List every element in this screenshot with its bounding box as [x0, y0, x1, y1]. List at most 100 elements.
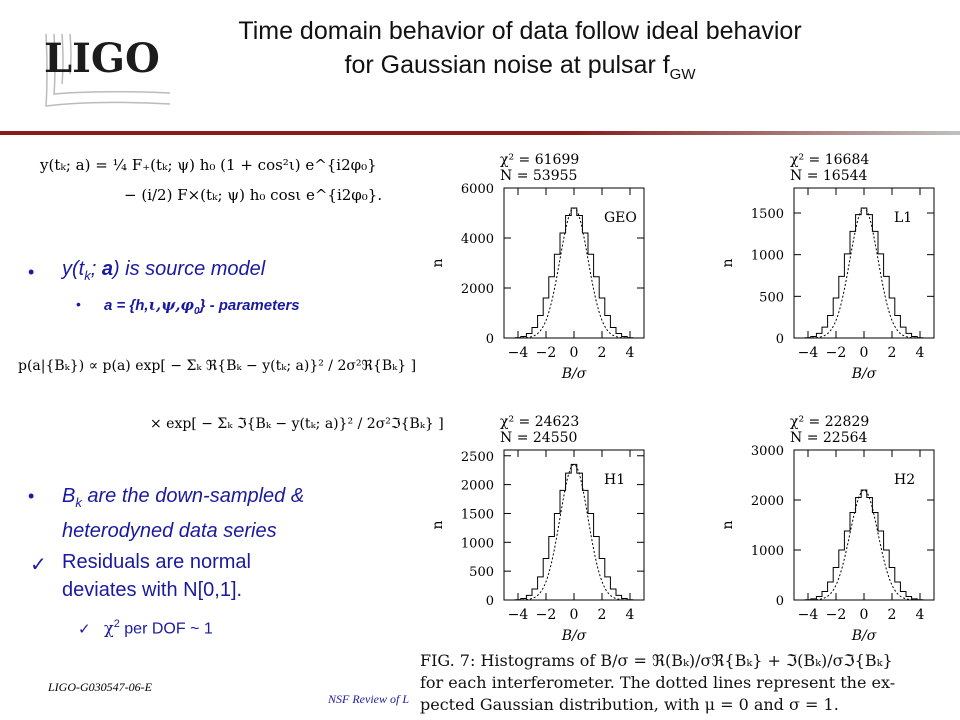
- bullet-2-sub: k: [75, 495, 82, 510]
- x-tick-label: −2: [826, 345, 847, 361]
- slide-title: Time domain behavior of data follow idea…: [150, 14, 890, 92]
- y-tick-label: 1000: [461, 536, 494, 551]
- x-tick-label: 4: [626, 607, 635, 623]
- x-axis-label: B/σ: [851, 628, 877, 644]
- bullet-2-text-c: heterodyned data series: [62, 520, 277, 542]
- gaussian-curve: [807, 489, 921, 601]
- histogram-steps: [514, 207, 634, 339]
- chi2-symbol: χ: [104, 618, 114, 638]
- x-axis-label: B/σ: [561, 628, 587, 644]
- y-tick-label: 3000: [751, 444, 784, 459]
- x-tick-label: −4: [798, 345, 819, 361]
- gaussian-curve: [517, 463, 631, 601]
- y-axis-label: n: [720, 520, 736, 529]
- histogram-steps: [804, 207, 924, 339]
- equation-1-line-1: y(tₖ; a) = ¼ F₊(tₖ; ψ) h₀ (1 + cos²ι) e^…: [40, 156, 377, 174]
- logo-text: LIGO: [44, 35, 160, 82]
- n-label: N = 53955: [500, 168, 577, 184]
- bullet-3-line-2: deviates with N[0,1].: [62, 579, 243, 601]
- y-tick-label: 1500: [751, 207, 784, 222]
- y-tick-label: 6000: [461, 182, 494, 197]
- likelihood-equation: p(a|{Bₖ}) ∝ p(a) exp[ − Σₖ ℜ{Bₖ − y(tₖ; …: [18, 346, 444, 444]
- y-tick-label: 1000: [751, 249, 784, 264]
- check-icon-small: ✓: [78, 620, 91, 638]
- x-tick-label: 0: [860, 607, 869, 623]
- x-tick-label: −4: [798, 607, 819, 623]
- x-tick-label: −4: [508, 607, 529, 623]
- bullet-dot-1: •: [28, 262, 35, 282]
- x-tick-label: 4: [916, 607, 925, 623]
- y-axis-label: n: [720, 258, 736, 267]
- detector-label: GEO: [604, 210, 637, 226]
- x-tick-label: 0: [570, 345, 579, 361]
- x-axis-label: B/σ: [561, 366, 587, 382]
- detector-label: L1: [894, 210, 912, 226]
- y-tick-label: 1500: [461, 507, 494, 522]
- sub-bullet-chi2: χ2 per DOF ~ 1: [104, 618, 213, 638]
- x-tick-label: 2: [598, 607, 607, 623]
- bullet-dot-1-1: •: [76, 296, 81, 312]
- y-tick-label: 4000: [461, 232, 494, 247]
- x-tick-label: 4: [626, 345, 635, 361]
- check-icon: ✓: [30, 552, 47, 576]
- title-line-2: for Gaussian noise at pulsar fGW: [150, 48, 890, 92]
- bullet-dot-2: •: [28, 486, 35, 506]
- y-tick-label: 0: [486, 594, 494, 609]
- y-tick-label: 500: [759, 290, 784, 305]
- plot-frame: [793, 187, 935, 339]
- equation-2-line-2: × exp[ − Σₖ ℑ{Bₖ − y(tₖ; a)}² / 2σ²ℑ{Bₖ}…: [150, 416, 444, 432]
- sub-bullet-text-a: a = {h,: [104, 297, 149, 314]
- y-tick-label: 2000: [461, 479, 494, 494]
- x-tick-label: −2: [536, 345, 557, 361]
- detector-label: H1: [604, 472, 625, 488]
- gaussian-curve: [517, 207, 631, 339]
- x-tick-label: −2: [826, 607, 847, 623]
- chi2-text: per DOF ~ 1: [119, 620, 213, 638]
- bullet-1-text-c: a: [101, 258, 113, 280]
- source-model-equation: y(tₖ; a) = ¼ F₊(tₖ; ψ) h₀ (1 + cos²ι) e^…: [40, 150, 382, 210]
- y-axis-label: n: [430, 520, 446, 529]
- x-tick-label: −4: [508, 345, 529, 361]
- y-tick-label: 1000: [751, 544, 784, 559]
- x-tick-label: 2: [598, 345, 607, 361]
- y-tick-label: 500: [469, 565, 494, 580]
- chi2-sup: 2: [113, 618, 120, 630]
- x-tick-label: −2: [536, 607, 557, 623]
- y-tick-label: 0: [776, 332, 784, 347]
- histogram-steps: [514, 463, 634, 601]
- sub-bullet-text-c: } - parameters: [199, 297, 300, 314]
- bullet-2-text-b: are the down-sampled &: [81, 485, 305, 507]
- x-tick-label: 2: [888, 607, 897, 623]
- caption-line-2: for each interferometer. The dotted line…: [420, 673, 896, 692]
- title-divider: [0, 131, 960, 135]
- detector-label: H2: [894, 472, 915, 488]
- bullet-source-model: y(tk; a) is source model: [62, 258, 265, 283]
- bullet-data-series: Bk are the down-sampled & heterodyned da…: [62, 482, 304, 545]
- chi2-label: χ² = 22829: [790, 414, 869, 430]
- bullet-3-line-1: Residuals are normal: [62, 551, 251, 573]
- title-subscript: GW: [669, 66, 696, 83]
- n-label: N = 22564: [790, 430, 868, 446]
- y-tick-label: 0: [776, 594, 784, 609]
- y-axis-label: n: [430, 258, 446, 267]
- title-line-1: Time domain behavior of data follow idea…: [238, 17, 802, 45]
- histogram-steps: [804, 489, 924, 601]
- y-tick-label: 2000: [461, 282, 494, 297]
- bullet-1-sub: k: [84, 268, 91, 283]
- bullet-residuals: Residuals are normal deviates with N[0,1…: [62, 548, 251, 604]
- sub-bullet-parameters: a = {h,ι,ψ,φ0} - parameters: [104, 296, 300, 317]
- y-tick-label: 2000: [751, 494, 784, 509]
- bullet-1-text-b: ;: [90, 258, 102, 280]
- y-tick-label: 2500: [461, 450, 494, 465]
- chi2-label: χ² = 16684: [790, 152, 869, 168]
- bullet-2-text-a: B: [62, 485, 76, 507]
- sub-bullet-text-b: ι,ψ,φ: [148, 296, 195, 314]
- bullet-1-text-a: y(t: [62, 258, 85, 280]
- ligo-logo: LIGO: [38, 30, 178, 110]
- gaussian-curve: [807, 207, 921, 339]
- equation-1-line-2: − (i/2) F×(tₖ; ψ) h₀ cosι e^{i2φ₀}.: [124, 186, 383, 204]
- chi2-label: χ² = 24623: [500, 414, 579, 430]
